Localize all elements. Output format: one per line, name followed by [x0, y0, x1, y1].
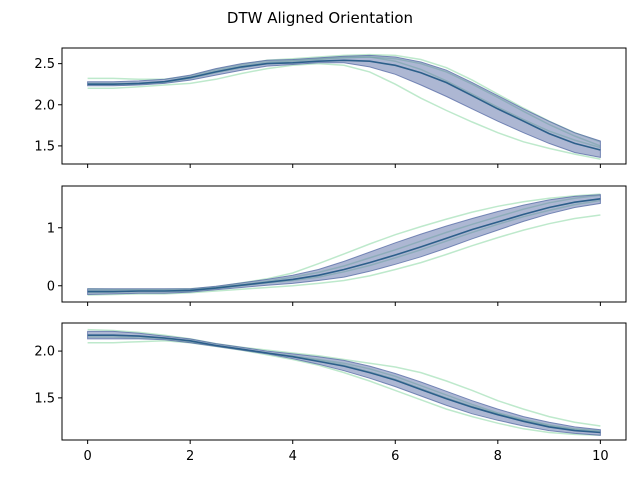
- panel-2: 01: [47, 185, 627, 306]
- std-band: [87, 330, 601, 436]
- mean-line: [87, 198, 601, 293]
- trial-line-3: [87, 56, 601, 149]
- plot-area: [87, 193, 601, 296]
- plot-area: [87, 53, 601, 160]
- axes-frame: [61, 185, 627, 303]
- plot-area: [87, 328, 601, 437]
- trial-line-2: [87, 214, 601, 296]
- y-tick-label: 2.0: [34, 345, 55, 360]
- std-band: [87, 54, 601, 159]
- axes-frame: [61, 47, 627, 165]
- x-tick-label: 6: [391, 449, 399, 464]
- x-tick-label: 4: [289, 449, 297, 464]
- mean-line: [87, 334, 601, 434]
- std-band: [87, 194, 601, 296]
- trial-line-2: [87, 340, 601, 437]
- x-tick-label: 8: [494, 449, 502, 464]
- trial-line-2: [87, 62, 601, 160]
- y-tick-label: 1: [47, 221, 55, 236]
- x-tick-label: 0: [83, 449, 91, 464]
- mean-line: [87, 59, 601, 151]
- chart-title: DTW Aligned Orientation: [227, 9, 413, 27]
- x-tick-label: 10: [592, 449, 609, 464]
- axes-frame: [61, 322, 627, 441]
- y-tick-label: 0: [47, 279, 55, 294]
- y-tick-label: 1.5: [34, 139, 55, 154]
- x-tick-label: 2: [186, 449, 194, 464]
- panel-3: 1.5 2.0 0 2 4 6 8 10: [34, 322, 627, 464]
- y-tick-label: 2.0: [34, 98, 55, 113]
- y-tick-label: 2.5: [34, 57, 55, 72]
- trial-line-1: [87, 328, 601, 427]
- y-tick-label: 1.5: [34, 391, 55, 406]
- panel-1: 1.5 2.0 2.5: [34, 47, 627, 168]
